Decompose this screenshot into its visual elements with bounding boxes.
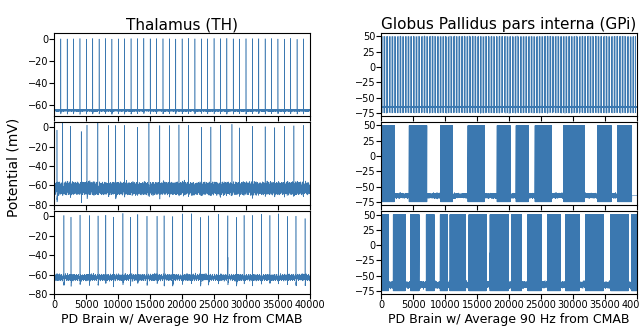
X-axis label: PD Brain w/ Average 90 Hz from CMAB: PD Brain w/ Average 90 Hz from CMAB [388, 313, 630, 326]
X-axis label: Healthy Brain w/o DBS: Healthy Brain w/o DBS [438, 125, 580, 138]
X-axis label: Healthy Brain w/o DBS: Healthy Brain w/o DBS [111, 125, 253, 138]
Title: Globus Pallidus pars interna (GPi): Globus Pallidus pars interna (GPi) [381, 17, 637, 32]
X-axis label: PD Brain w/ Average 90 Hz from CMAB: PD Brain w/ Average 90 Hz from CMAB [61, 313, 303, 326]
X-axis label: PD Brain w/o DBS: PD Brain w/o DBS [127, 214, 237, 227]
X-axis label: PD Brain w/o DBS: PD Brain w/o DBS [454, 214, 564, 227]
Text: Potential (mV): Potential (mV) [6, 117, 20, 217]
Title: Thalamus (TH): Thalamus (TH) [126, 17, 238, 32]
